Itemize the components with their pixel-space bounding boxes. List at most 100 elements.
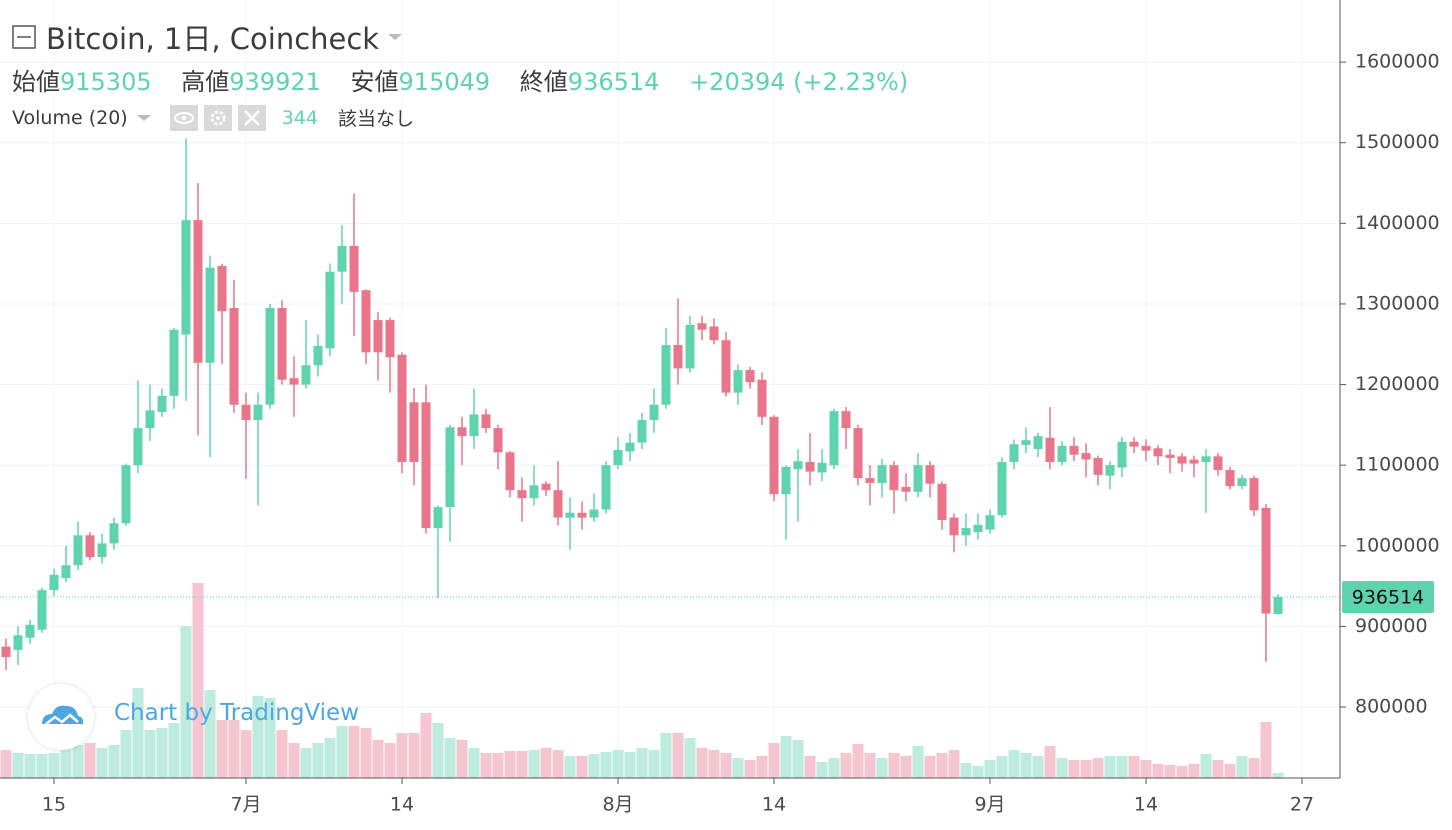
volume-bar: [840, 753, 852, 778]
candle-body: [913, 465, 923, 492]
volume-bar: [924, 756, 936, 778]
candle-body: [1033, 436, 1043, 450]
dropdown-arrow[interactable]: [134, 108, 154, 128]
candle-body: [337, 245, 347, 272]
volume-bar: [132, 688, 144, 778]
candle-body: [517, 490, 527, 499]
dropdown-arrow[interactable]: [385, 27, 405, 47]
candle-body: [721, 340, 731, 393]
y-tick-label: 1400000: [1355, 212, 1440, 234]
candle-body: [301, 365, 311, 385]
candle-body: [253, 404, 263, 421]
volume-bar: [396, 733, 408, 778]
volume-title[interactable]: Volume (20): [12, 106, 128, 129]
candle-body: [781, 466, 791, 495]
low-label: 安値: [350, 68, 399, 96]
volume-bar: [744, 760, 756, 778]
volume-bar: [852, 744, 864, 778]
candle-body: [1093, 457, 1103, 475]
open-value: 915305: [60, 68, 152, 96]
x-tick-label: 7月: [230, 794, 261, 816]
candle-body: [25, 624, 35, 638]
symbol-header: Bitcoin, 1日, Coincheck: [12, 16, 405, 58]
candle-body: [997, 461, 1007, 516]
volume-bar: [72, 745, 84, 778]
volume-bar: [1068, 760, 1080, 778]
symbol-title[interactable]: Bitcoin, 1日, Coincheck: [46, 22, 380, 56]
volume-bar: [444, 738, 456, 778]
volume-bar: [60, 748, 72, 778]
candle-body: [793, 461, 803, 470]
candle-body: [553, 490, 563, 518]
volume-bar: [564, 756, 576, 778]
candle-body: [769, 416, 779, 495]
volume-bar: [216, 720, 228, 778]
candle-body: [1249, 478, 1259, 511]
candle-body: [829, 411, 839, 466]
candle-body: [1189, 459, 1199, 464]
volume-bar: [312, 743, 324, 778]
candle-body: [1261, 507, 1271, 614]
candle-body: [565, 512, 575, 518]
candle-body: [961, 528, 971, 536]
volume-bar: [276, 730, 288, 778]
candle-body: [613, 449, 623, 466]
candle-body: [277, 307, 287, 380]
candle-body: [1237, 478, 1247, 487]
logo-badge[interactable]: [28, 684, 94, 750]
high-value: 939921: [229, 68, 321, 96]
candle-body: [313, 345, 323, 366]
volume-value: 344: [281, 106, 318, 129]
candle-body: [865, 478, 875, 483]
candle-body: [1273, 596, 1283, 615]
volume-bar: [432, 723, 444, 778]
candle-body: [181, 220, 191, 335]
candle-body: [1117, 441, 1127, 468]
volume-bar: [828, 758, 840, 778]
volume-bar: [300, 748, 312, 778]
low-value: 915049: [398, 68, 491, 96]
candle-body: [133, 428, 143, 466]
candle-body: [493, 428, 503, 453]
volume-bar: [192, 583, 204, 778]
volume-bar: [348, 726, 360, 778]
volume-bar: [1020, 753, 1032, 778]
volume-bar: [612, 750, 624, 778]
candle-body: [601, 465, 611, 510]
volume-bar: [636, 748, 648, 778]
candle-body: [241, 404, 251, 421]
candle-body: [1225, 470, 1235, 487]
candle-body: [325, 271, 335, 349]
volume-bar: [648, 750, 660, 778]
volume-bar: [1116, 756, 1128, 778]
candle-body: [205, 267, 215, 363]
volume-bar: [204, 690, 216, 778]
volume-bar: [552, 750, 564, 778]
watermark[interactable]: Chart by TradingView: [114, 700, 360, 726]
volume-bar: [948, 750, 960, 778]
change-value: +20394 (+2.23%): [689, 68, 909, 96]
volume-bar: [996, 756, 1008, 778]
candle-body: [625, 442, 635, 452]
candle-body: [949, 517, 959, 536]
volume-bar: [660, 733, 672, 778]
candle-body: [433, 507, 443, 529]
volume-bar: [468, 748, 480, 778]
volume-bar: [912, 746, 924, 778]
volume-bar: [1236, 756, 1248, 778]
volume-bar: [24, 754, 36, 778]
volume-bar: [420, 713, 432, 778]
volume-bar: [516, 751, 528, 778]
candle-body: [709, 326, 719, 341]
volume-bar: [1032, 756, 1044, 778]
volume-bar: [456, 740, 468, 778]
candle-body: [1057, 445, 1067, 462]
candle-body: [1105, 465, 1115, 476]
candle-body: [505, 452, 515, 491]
candle-body: [157, 395, 167, 412]
collapse-icon[interactable]: [12, 25, 36, 49]
volume-bar: [1272, 773, 1284, 778]
volume-bar: [936, 753, 948, 778]
